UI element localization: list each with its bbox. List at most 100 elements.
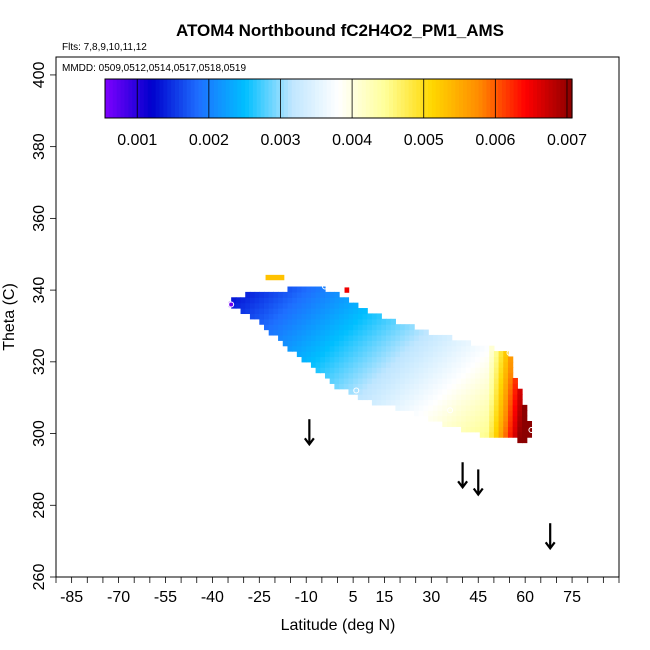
heatmap-cell [451,367,457,374]
heatmap-cell [292,297,298,304]
heatmap-cell [400,351,406,358]
heatmap-cell [343,318,350,325]
heatmap-cell [329,313,335,320]
heatmap-cell [362,324,368,331]
heatmap-cell [259,297,265,304]
heatmap-cell [456,415,462,422]
heatmap-cell [343,345,350,352]
heatmap-cell [263,324,270,331]
heatmap-cell [470,372,476,379]
colorbar-segment [381,79,386,118]
tropopause-arrow [303,419,315,447]
colorbar-segment [439,79,445,118]
heatmap-cell [292,345,298,352]
heatmap-cell [479,388,486,395]
heatmap-cell [306,340,312,347]
heatmap-cell [245,302,251,309]
colorbar-segment [404,79,410,118]
heatmap-cell [343,302,350,309]
heatmap-cell [334,302,340,309]
heatmap-cell [498,431,504,438]
heatmap-cell [498,394,504,401]
heatmap-cell [446,415,453,422]
heatmap-cell [357,356,364,363]
heatmap-cell [329,361,335,368]
heatmap-cell [315,291,321,298]
x-tick-label: 45 [469,589,487,606]
heatmap-cell [465,340,472,347]
heatmap-cell [423,404,429,411]
heatmap-cell [404,334,411,341]
heatmap-cell [395,372,401,379]
heatmap-cell [451,345,457,352]
heatmap-cell [442,404,448,411]
heatmap-cell [428,410,434,417]
heatmap-cell [334,318,340,325]
heatmap-cell [446,351,453,358]
heatmap-cell [339,377,345,384]
heatmap-cell [381,345,387,352]
colorbar-segment [334,79,340,118]
colorbar-segment [466,79,472,118]
heatmap-cell [470,383,476,390]
heatmap-cell [249,313,256,320]
heatmap-cell [395,334,401,341]
heatmap-cell [259,302,265,309]
heatmap-cell [385,394,392,401]
colorbar-segment [284,79,289,118]
heatmap-cell [428,340,434,347]
heatmap-cell [489,415,495,422]
heatmap-cell [348,329,354,336]
heatmap-cell [268,318,274,325]
heatmap-cell [475,388,481,395]
heatmap-cell [385,372,392,379]
heatmap-cell [479,410,486,417]
heatmap-cell [418,361,425,368]
heatmap-cell [385,345,392,352]
heatmap-cell [498,404,504,411]
heatmap-cell [470,426,476,433]
heatmap-cell [324,313,331,320]
heatmap-cell [456,356,462,363]
colorbar-segment [357,79,363,118]
heatmap-cell [343,329,350,336]
heatmap-cell [489,399,495,406]
heatmap-cell [395,324,401,331]
x-tick-label: 5 [349,589,358,606]
heatmap-cell [254,297,260,304]
heatmap-cell [465,388,472,395]
heatmap-cell [517,410,523,417]
heatmap-cell [249,297,256,304]
heatmap-cell [249,291,256,298]
heatmap-cell [414,394,420,401]
heatmap-cell [334,334,340,341]
heatmap-cell [503,388,509,395]
heatmap-cell [329,324,335,331]
heatmap-cell [428,415,434,422]
heatmap-cell [306,351,312,358]
heatmap-cell [306,291,312,298]
y-tick-label: 280 [31,492,48,519]
heatmap-cell [465,421,472,427]
heatmap-cell [456,372,462,379]
colorbar-segment [564,79,569,118]
heatmap-cell [296,318,303,325]
heatmap-cell [479,367,486,374]
heatmap-cell [315,361,321,368]
heatmap-cell [306,302,312,309]
heatmap-cell [442,367,448,374]
heatmap-cell [446,372,453,379]
heatmap-cell [423,340,429,347]
heatmap-cell [292,291,298,298]
heatmap-cell [512,431,518,438]
heatmap-cell [296,286,303,293]
heatmap-cell [507,394,514,401]
tropopause-arrow [544,523,556,551]
y-tick-label: 320 [31,348,48,375]
heatmap-cell [329,308,335,315]
heatmap-cell [376,377,382,384]
heatmap-cell [282,340,289,347]
heatmap-cell [493,415,500,422]
heatmap-cell [503,431,509,438]
heatmap-cell [329,302,335,309]
